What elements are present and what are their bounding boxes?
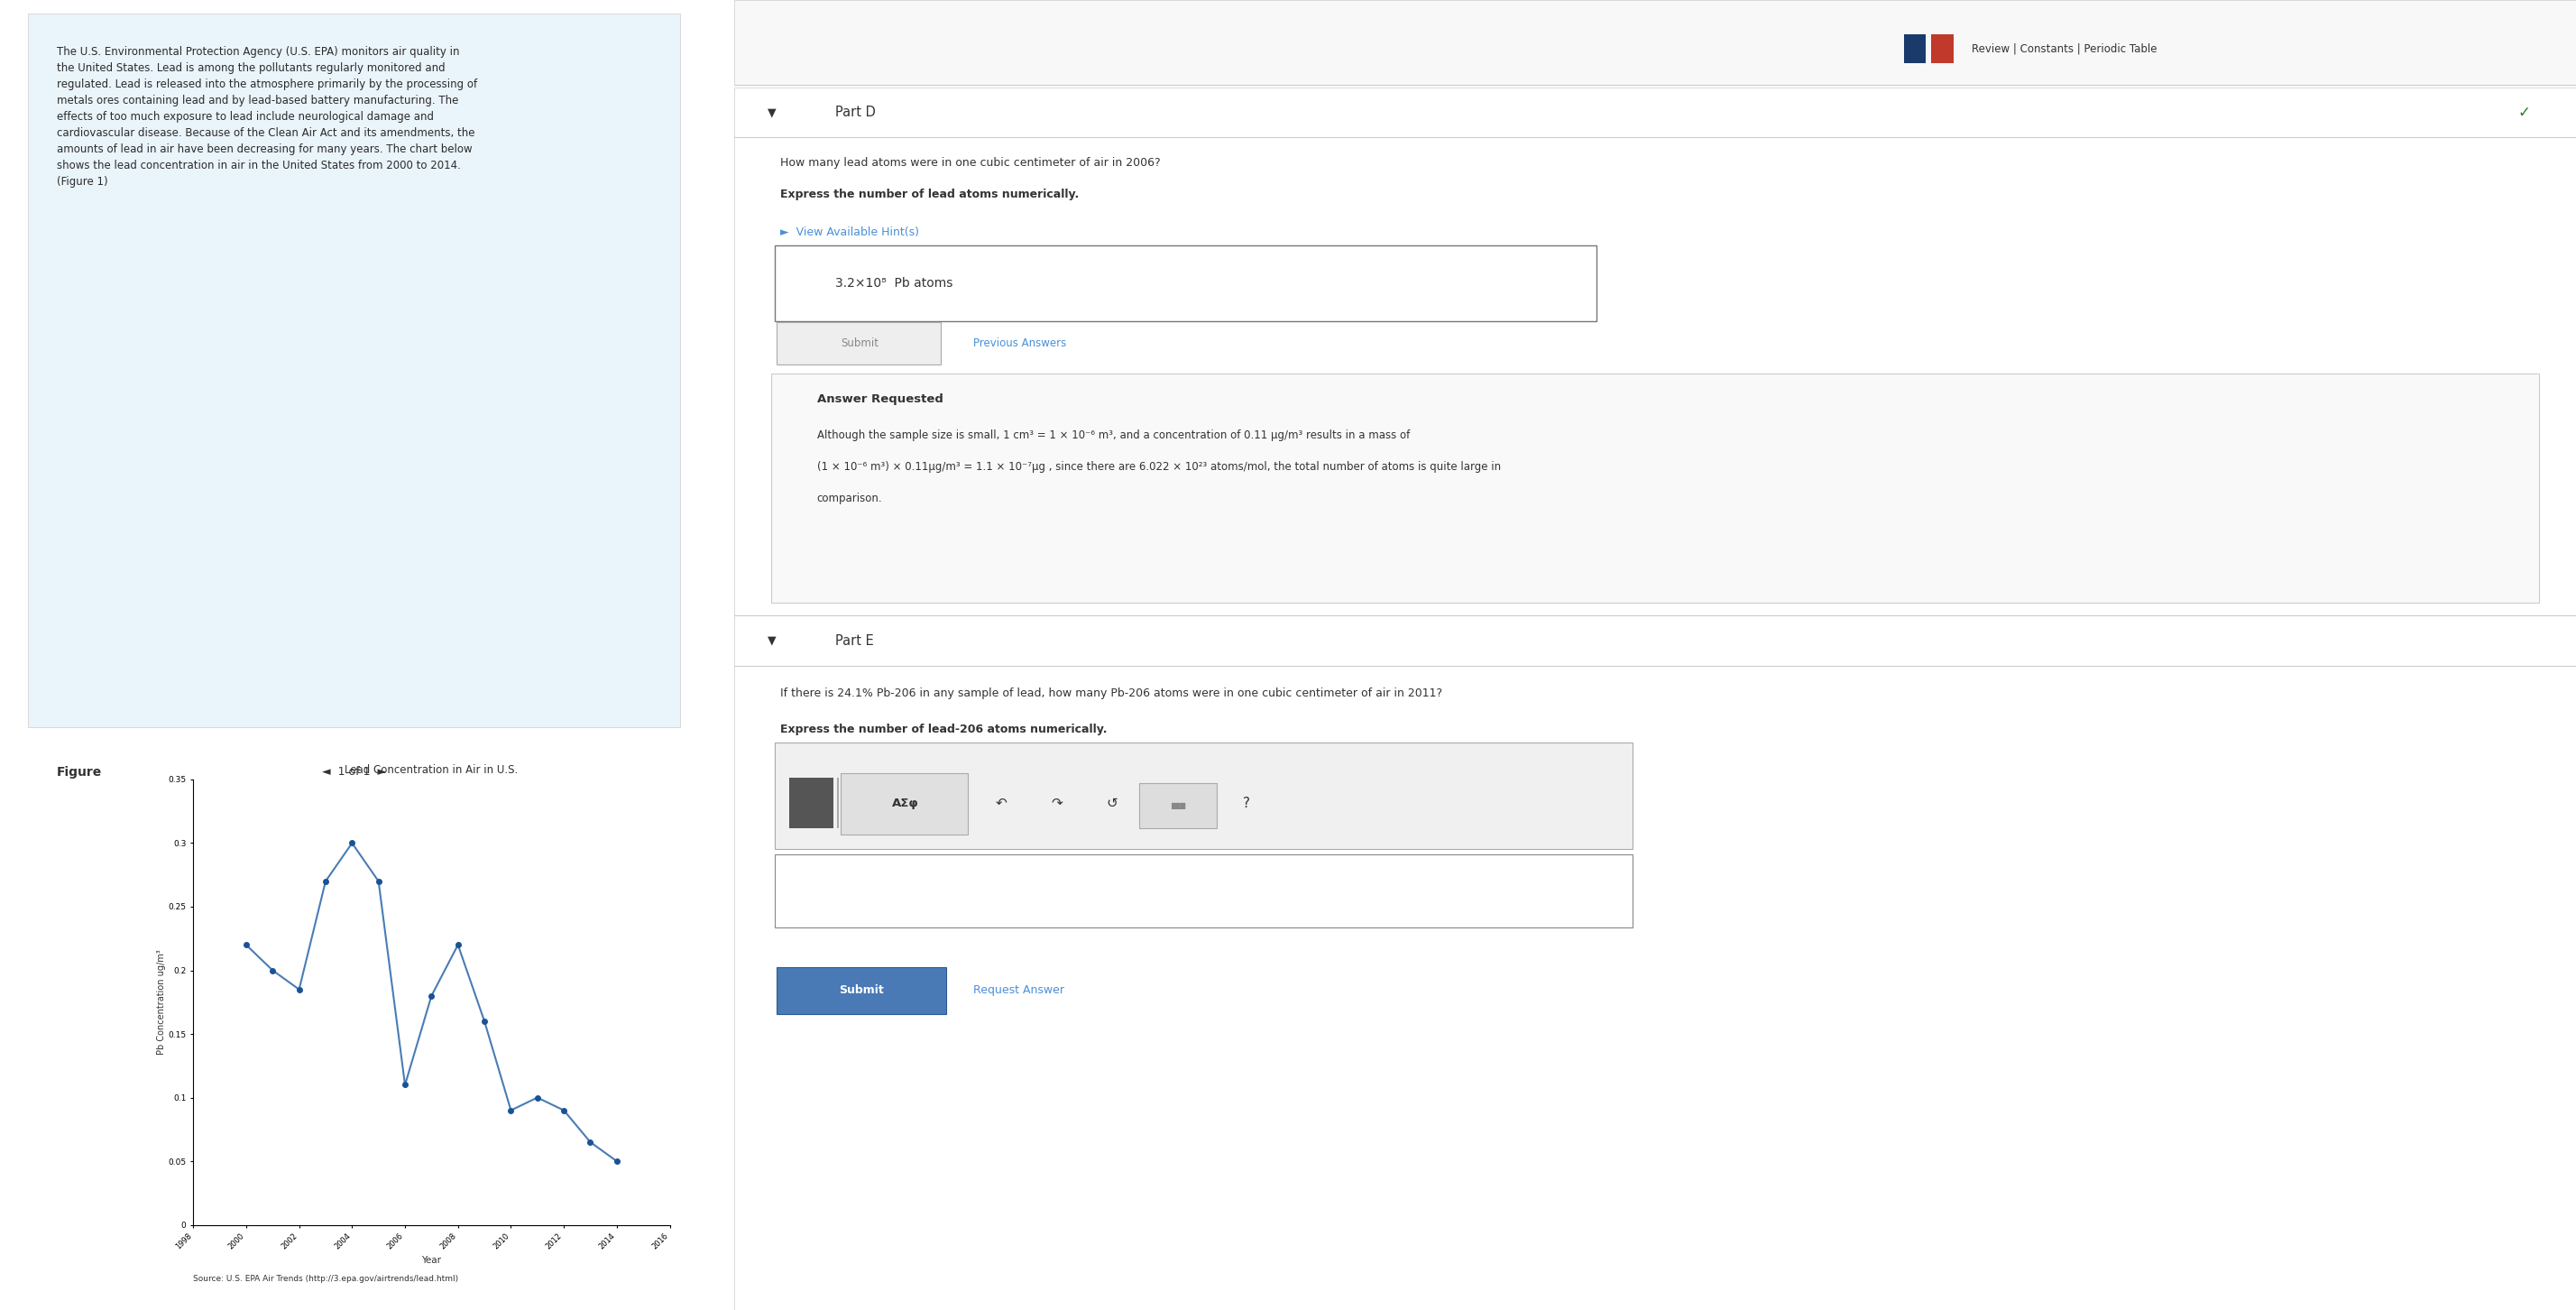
Text: Answer Requested: Answer Requested: [817, 393, 943, 405]
Text: Express the number of lead atoms numerically.: Express the number of lead atoms numeric…: [781, 189, 1079, 200]
Text: ►  View Available Hint(s): ► View Available Hint(s): [781, 227, 920, 238]
Y-axis label: Pb Concentration ug/m³: Pb Concentration ug/m³: [157, 950, 165, 1055]
Text: comparison.: comparison.: [817, 493, 884, 504]
FancyBboxPatch shape: [775, 743, 1633, 849]
Title: Lead Concentration in Air in U.S.: Lead Concentration in Air in U.S.: [345, 764, 518, 776]
Text: ▼: ▼: [768, 107, 775, 118]
Text: ✓: ✓: [2517, 105, 2530, 121]
FancyBboxPatch shape: [1139, 783, 1216, 828]
Text: ↶: ↶: [994, 796, 1007, 810]
Text: ↺: ↺: [1105, 796, 1118, 810]
FancyBboxPatch shape: [734, 88, 2576, 138]
Text: Previous Answers: Previous Answers: [974, 338, 1066, 348]
Bar: [1904, 34, 1927, 63]
Text: If there is 24.1% Pb-206 in any sample of lead, how many Pb-206 atoms were in on: If there is 24.1% Pb-206 in any sample o…: [781, 688, 1443, 700]
Text: Submit: Submit: [840, 338, 878, 348]
Text: Express the number of lead-206 atoms numerically.: Express the number of lead-206 atoms num…: [781, 723, 1108, 735]
Text: Review | Constants | Periodic Table: Review | Constants | Periodic Table: [1971, 43, 2156, 54]
Text: Figure: Figure: [57, 766, 103, 779]
Text: Source: U.S. EPA Air Trends (http://3.epa.gov/airtrends/lead.html): Source: U.S. EPA Air Trends (http://3.ep…: [193, 1275, 459, 1282]
Text: (1 × 10⁻⁶ m³) × 0.11μg/m³ = 1.1 × 10⁻⁷μg , since there are 6.022 × 10²³ atoms/mo: (1 × 10⁻⁶ m³) × 0.11μg/m³ = 1.1 × 10⁻⁷μg…: [817, 461, 1502, 473]
Text: Part E: Part E: [835, 634, 873, 647]
Text: ↷: ↷: [1051, 796, 1061, 810]
Bar: [1932, 34, 1953, 63]
FancyBboxPatch shape: [775, 967, 945, 1014]
FancyBboxPatch shape: [770, 373, 2540, 603]
FancyBboxPatch shape: [734, 138, 2576, 616]
Text: Request Answer: Request Answer: [974, 985, 1064, 996]
Text: Submit: Submit: [840, 985, 884, 996]
Bar: [788, 778, 835, 828]
FancyBboxPatch shape: [734, 616, 2576, 665]
FancyBboxPatch shape: [734, 0, 2576, 85]
FancyBboxPatch shape: [734, 665, 2576, 1310]
Text: ΑΣφ: ΑΣφ: [891, 798, 920, 808]
Text: ███: ███: [1170, 803, 1185, 808]
X-axis label: Year: Year: [422, 1256, 440, 1265]
Text: ◄  1 of 1  ►: ◄ 1 of 1 ►: [322, 766, 386, 778]
FancyBboxPatch shape: [775, 245, 1597, 321]
Text: ?: ?: [1242, 796, 1249, 810]
FancyBboxPatch shape: [775, 322, 940, 364]
Text: Although the sample size is small, 1 cm³ = 1 × 10⁻⁶ m³, and a concentration of 0: Although the sample size is small, 1 cm³…: [817, 430, 1409, 441]
Text: 3.2×10⁸  Pb atoms: 3.2×10⁸ Pb atoms: [835, 276, 953, 290]
FancyBboxPatch shape: [840, 773, 969, 834]
FancyBboxPatch shape: [28, 13, 680, 727]
Text: The U.S. Environmental Protection Agency (U.S. EPA) monitors air quality in
the : The U.S. Environmental Protection Agency…: [57, 46, 477, 187]
Text: Part D: Part D: [835, 106, 876, 119]
FancyBboxPatch shape: [775, 854, 1633, 927]
Text: ▼: ▼: [768, 635, 775, 646]
Text: How many lead atoms were in one cubic centimeter of air in 2006?: How many lead atoms were in one cubic ce…: [781, 157, 1162, 169]
